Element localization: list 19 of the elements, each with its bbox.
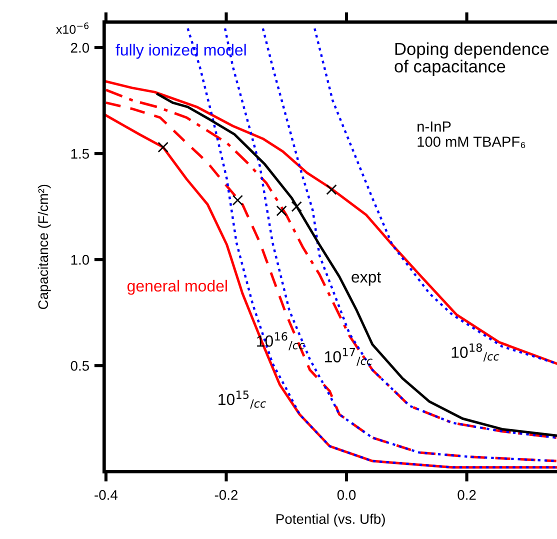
text: x10$^{−6}$	[56, 22, 89, 34]
series-label: expt	[352, 272, 382, 286]
x-axis-title: Potential (vs. Ufb)	[276, 514, 385, 527]
annotation: 10$^{17}$$_{/cc}$	[325, 348, 372, 366]
y-tick-label: 2.0	[70, 42, 90, 53]
x-tick-label: 0.0	[337, 490, 356, 500]
x-tick-label: 0.2	[458, 490, 476, 500]
x-tick-label: -0.4	[94, 490, 118, 500]
y-tick-label: 0.5	[70, 360, 89, 371]
y-tick-label: 1.5	[71, 149, 89, 159]
y-tick-label: 1.0	[71, 254, 90, 265]
text: Doping dependence of capacitance	[394, 42, 549, 76]
text: general model	[127, 280, 227, 295]
x-tick-label: -0.2	[214, 490, 238, 500]
series-label: fully ionized model	[116, 44, 246, 59]
text: n-InP 100 mM TBAPF₆	[418, 122, 526, 148]
y-axis-title: Capacitance (F/cm²)	[38, 184, 51, 310]
annotation: 10$^{18}$$_{/cc}$	[452, 343, 500, 362]
annotation: 10$^{15}$$_{/cc}$	[218, 390, 266, 409]
